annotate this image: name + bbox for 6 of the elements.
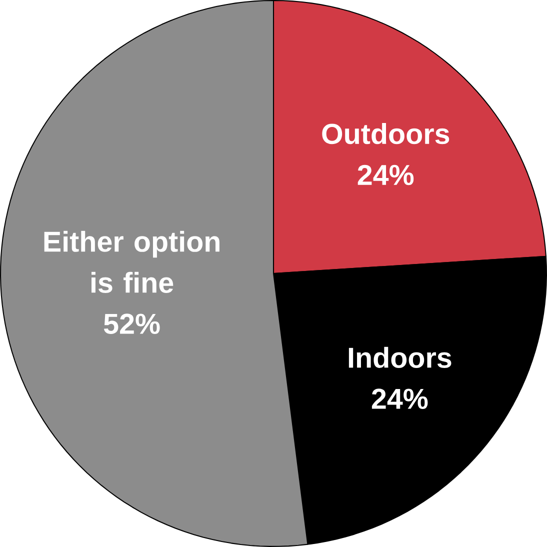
slice-label: Indoors — [348, 346, 452, 368]
data-label: 24% — [372, 388, 428, 409]
data-label: 24% — [358, 164, 414, 186]
slice-label: Outdoors — [322, 123, 450, 144]
slice-label: Either option is fine — [44, 230, 220, 293]
data-label: 52% — [104, 314, 160, 334]
